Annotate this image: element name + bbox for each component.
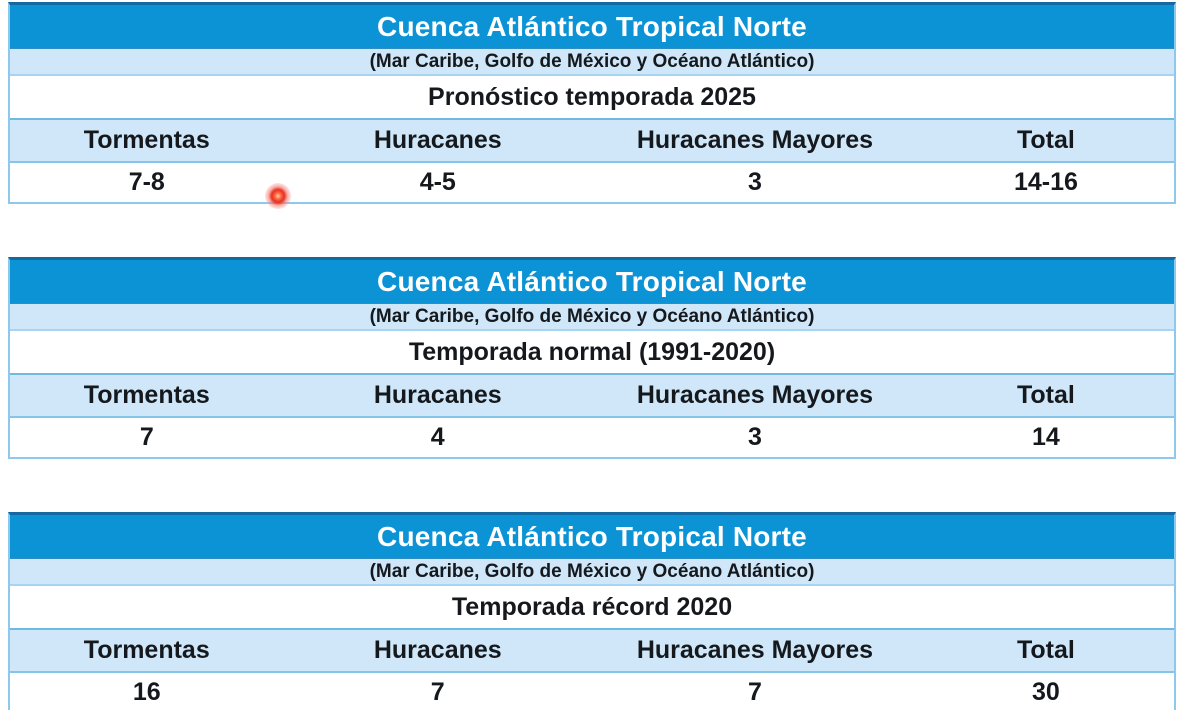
col-header-huracanes-mayores: Huracanes Mayores [636, 636, 874, 664]
table-record-2020: Cuenca Atlántico Tropical Norte (Mar Car… [8, 512, 1176, 710]
col-header-tormentas: Tormentas [83, 381, 210, 409]
col-header-total: Total [1016, 636, 1075, 664]
col-header-tormentas: Tormentas [83, 636, 210, 664]
col-header-total: Total [1016, 381, 1075, 409]
values-row: 7 4 3 14 [10, 418, 1174, 457]
value-huracanes: 4 [430, 423, 445, 451]
value-huracanes-mayores: 3 [747, 423, 762, 451]
col-header-huracanes-mayores: Huracanes Mayores [636, 126, 874, 154]
season-label: Temporada récord 2020 [10, 586, 1174, 630]
column-header-row: Tormentas Huracanes Huracanes Mayores To… [10, 630, 1174, 673]
table-subtitle: (Mar Caribe, Golfo de México y Océano At… [10, 304, 1174, 331]
value-tormentas: 7-8 [128, 168, 165, 196]
value-huracanes: 4-5 [419, 168, 456, 196]
col-header-tormentas: Tormentas [83, 126, 210, 154]
col-header-huracanes: Huracanes [373, 126, 502, 154]
value-total: 30 [1032, 678, 1060, 706]
value-huracanes-mayores: 7 [747, 678, 762, 706]
table-title: Cuenca Atlántico Tropical Norte [10, 260, 1174, 304]
value-huracanes: 7 [430, 678, 445, 706]
col-header-total: Total [1016, 126, 1075, 154]
value-tormentas: 7 [139, 423, 154, 451]
value-tormentas: 16 [132, 678, 161, 706]
table-normal-season: Cuenca Atlántico Tropical Norte (Mar Car… [8, 257, 1176, 459]
season-label: Pronóstico temporada 2025 [10, 76, 1174, 120]
values-row: 16 7 7 30 [10, 673, 1174, 710]
column-header-row: Tormentas Huracanes Huracanes Mayores To… [10, 375, 1174, 418]
col-header-huracanes-mayores: Huracanes Mayores [636, 381, 874, 409]
column-header-row: Tormentas Huracanes Huracanes Mayores To… [10, 120, 1174, 163]
value-total: 14-16 [1013, 168, 1078, 196]
col-header-huracanes: Huracanes [373, 381, 502, 409]
table-subtitle: (Mar Caribe, Golfo de México y Océano At… [10, 559, 1174, 586]
value-total: 14 [1032, 423, 1060, 451]
table-title: Cuenca Atlántico Tropical Norte [10, 5, 1174, 49]
table-title: Cuenca Atlántico Tropical Norte [10, 515, 1174, 559]
values-row: 7-8 4-5 3 14-16 [10, 163, 1174, 202]
table-forecast-2025: Cuenca Atlántico Tropical Norte (Mar Car… [8, 2, 1176, 204]
col-header-huracanes: Huracanes [373, 636, 502, 664]
value-huracanes-mayores: 3 [747, 168, 762, 196]
season-label: Temporada normal (1991-2020) [10, 331, 1174, 375]
table-subtitle: (Mar Caribe, Golfo de México y Océano At… [10, 49, 1174, 76]
